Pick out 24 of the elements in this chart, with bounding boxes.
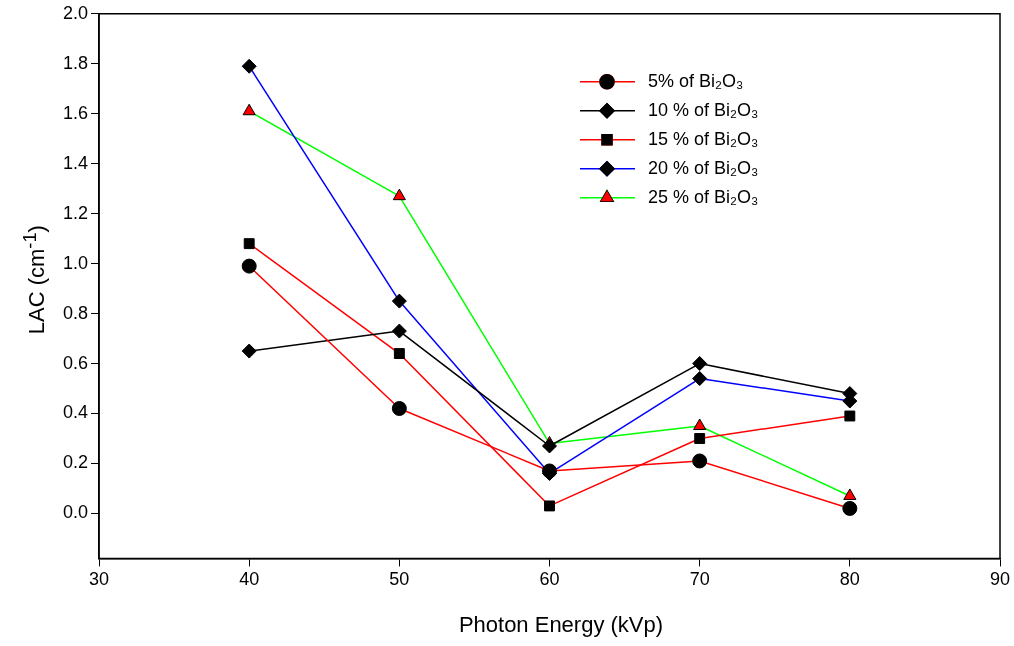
x-tick-label: 50 — [389, 569, 410, 590]
legend-label: 25 % of Bi₂O₃ — [648, 186, 759, 207]
legend-label: 5% of Bi₂O₃ — [648, 70, 744, 91]
y-tick-label: 0.8 — [62, 302, 89, 323]
y-tick-label: 0.6 — [62, 352, 89, 373]
x-tick-label: 70 — [689, 569, 710, 590]
x-tick-label: 60 — [539, 569, 560, 590]
x-tick-label: 30 — [89, 569, 110, 590]
legend-label: 10 % of Bi₂O₃ — [648, 99, 759, 120]
x-tick-label: 80 — [839, 569, 860, 590]
legend-label: 20 % of Bi₂O₃ — [648, 157, 759, 178]
x-tick-label: 40 — [239, 569, 260, 590]
y-tick-label: 1.0 — [62, 252, 89, 273]
y-tick-label: 0.0 — [62, 502, 89, 523]
y-tick-label: 1.4 — [62, 152, 89, 173]
y-tick-label: 0.4 — [62, 402, 89, 423]
x-tick-label: 90 — [989, 569, 1011, 590]
y-tick-label: 0.2 — [62, 452, 89, 473]
y-tick-label: 1.2 — [62, 202, 89, 223]
y-tick-label: 1.6 — [62, 102, 89, 123]
x-axis-title: Photon Energy (kVp) — [457, 612, 665, 638]
y-tick-label: 1.8 — [62, 52, 89, 73]
y-tick-label: 2.0 — [62, 2, 89, 23]
legend-label: 15 % of Bi₂O₃ — [648, 128, 759, 149]
